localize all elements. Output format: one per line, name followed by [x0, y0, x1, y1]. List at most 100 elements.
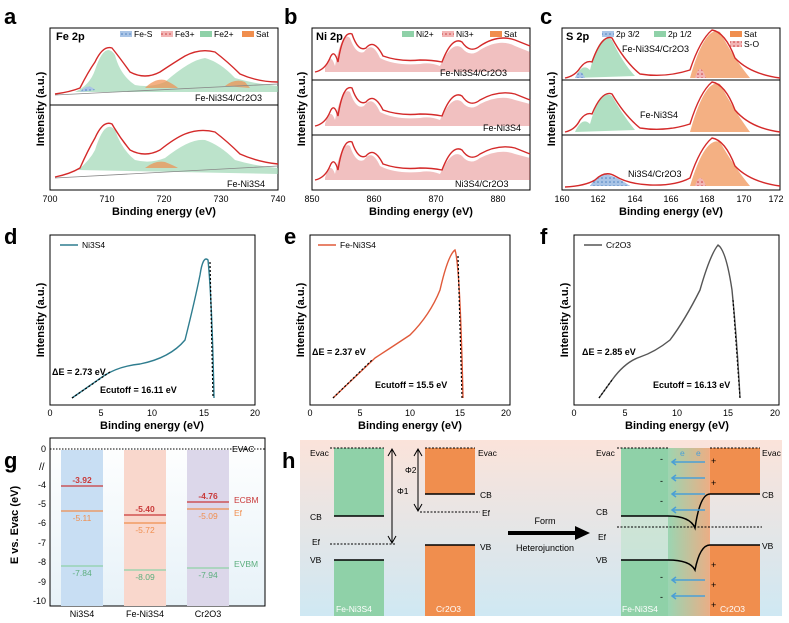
ni3s4-cb-block [334, 448, 384, 516]
panel-label-b: b [284, 4, 297, 29]
panel-e: e Fe-Ni3S4 ΔE = 2.37 eV Ecutoff = 15.5 e… [284, 224, 511, 432]
ef-label: Ef [598, 532, 607, 542]
junction-gradient [668, 448, 710, 616]
baseline [54, 165, 279, 179]
envelope-line [54, 122, 279, 178]
fit-line [332, 359, 373, 399]
panel-label-f: f [540, 224, 548, 249]
tick-label: 5 [622, 408, 627, 418]
panel-label-e: e [284, 224, 296, 249]
tick-label: 0 [571, 408, 576, 418]
ef-value: -5.09 [198, 511, 218, 521]
delta-label: ΔE = 2.73 eV [52, 367, 106, 377]
ni3s4-vb-block [621, 560, 668, 616]
phi1-label: Φ1 [397, 486, 409, 496]
envelope-line [564, 29, 781, 79]
fit-area [325, 145, 530, 180]
legend-swatch [730, 41, 742, 47]
tick-label: 166 [663, 194, 678, 204]
region-label: S 2p [566, 31, 590, 43]
panel-label-c: c [540, 4, 552, 29]
y-axis-label: E vs. Evac (eV) [9, 486, 21, 565]
envelope-line [314, 32, 531, 73]
fit-area [145, 79, 250, 88]
tick-label: 710 [99, 194, 114, 204]
tick-label: 20 [250, 408, 260, 418]
tick-label: 20 [770, 408, 780, 418]
y-axis-label: Intensity (a.u.) [546, 71, 558, 146]
cb-label: CB [310, 512, 322, 522]
cbm-value: -4.76 [198, 491, 218, 501]
sample-label: Ni3S4/Cr2O3 [455, 179, 509, 189]
electron-flow-arrows [670, 458, 705, 600]
vb-label: VB [762, 541, 774, 551]
vb-band [621, 544, 760, 573]
legend-item: Cr2O3 [606, 240, 631, 250]
fit-area [590, 174, 630, 186]
electron-label: e [696, 448, 701, 458]
panel-h: h Φ1 Φ2 Evac Evac CB Ef VB CB Ef VB Fe-N… [282, 440, 782, 616]
ni3s4-vb-block [334, 560, 384, 616]
legend-swatch [442, 31, 454, 37]
tick-label: 5 [98, 408, 103, 418]
cr2o3-vb-block [425, 545, 475, 616]
panel-g: g EVAC // -3.92 -5.11 -7.84 -5.40 -5.72 … [4, 437, 266, 619]
tick-label: 10 [405, 408, 415, 418]
envelope-line [564, 81, 781, 133]
spectrum-line [332, 248, 464, 399]
frame [573, 234, 780, 406]
fit-area [690, 83, 750, 132]
tick-label: 700 [42, 194, 57, 204]
panel-f: f Cr2O3 ΔE = 2.85 eV Ecutoff = 16.13 eV … [540, 224, 780, 432]
envelope-line [314, 86, 531, 127]
fit-area [690, 141, 750, 186]
tick-label: 870 [428, 194, 443, 204]
tick-label: 740 [270, 194, 285, 204]
sample-label: Ni3S4/Cr2O3 [628, 169, 682, 179]
column-bg [124, 450, 166, 606]
minus-sign: - [660, 592, 663, 602]
panel-label-d: d [4, 224, 17, 249]
level-label: Ef [234, 508, 243, 518]
column-name: Ni3S4 [70, 609, 95, 619]
tick-label: -8 [38, 557, 46, 567]
spectrum-3: Ni3S4/Cr2O3 [314, 140, 531, 189]
x-axis-label: Binding energy (eV) [100, 420, 204, 432]
legend-swatch [654, 31, 666, 37]
tick-label: -7 [38, 538, 46, 548]
tick-label: 0 [41, 444, 46, 454]
delta-label: ΔE = 2.37 eV [312, 347, 366, 357]
tick-label: 168 [699, 194, 714, 204]
minus-sign: - [660, 572, 663, 582]
cb-label: CB [762, 490, 774, 500]
tick-label: 880 [490, 194, 505, 204]
vb-label: VB [596, 555, 608, 565]
legend-item: 2p 3/2 [616, 29, 640, 39]
y-axis-label: Intensity (a.u.) [295, 282, 307, 357]
column-bg [187, 450, 229, 606]
panel-label-g: g [4, 448, 17, 473]
fit-line [732, 299, 741, 399]
fit-area [325, 91, 530, 126]
panel-label-h: h [282, 448, 295, 473]
cutoff-label: Ecutoff = 16.11 eV [100, 385, 177, 395]
vbm-value: -7.84 [72, 568, 92, 578]
arrow-heads [413, 447, 423, 513]
fit-area [690, 31, 750, 78]
plus-sign: + [711, 580, 716, 590]
sample-label: Fe-Ni3S4 [227, 179, 265, 189]
x-axis-label: Binding energy (eV) [358, 420, 462, 432]
fit-area [145, 161, 178, 168]
legend-item: Sat [744, 29, 757, 39]
ni3s4-cb-block [621, 448, 668, 516]
tick-label: 160 [554, 194, 569, 204]
tick-label: 850 [304, 194, 319, 204]
fit-area [80, 86, 95, 92]
column-name: Cr2O3 [195, 609, 222, 619]
cb-label: CB [480, 490, 492, 500]
plus-sign: + [711, 478, 716, 488]
fit-area [695, 69, 706, 78]
ef-value: -5.11 [73, 513, 92, 523]
frame [309, 234, 511, 406]
legend-swatch [120, 31, 132, 37]
